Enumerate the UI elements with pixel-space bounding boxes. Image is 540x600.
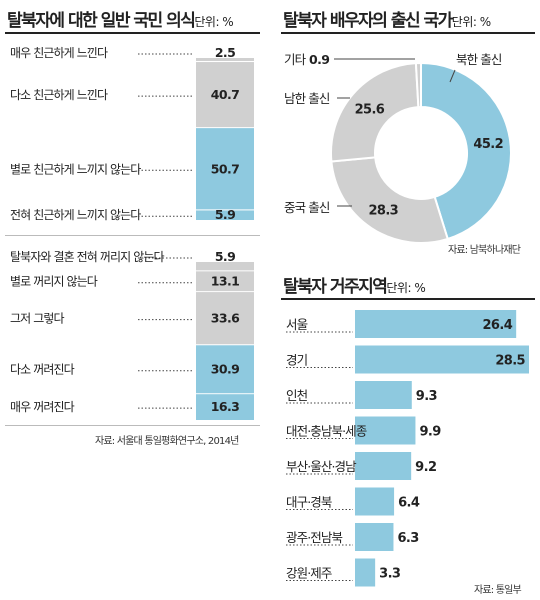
marriage-value-label: 30.9 [211, 362, 239, 377]
marriage-value-label: 13.1 [211, 274, 239, 289]
attitude-category-label: 다소 친근하게 느낀다 [10, 88, 108, 102]
source-note-pie: 자료: 남북하나재단 [448, 245, 521, 256]
region-value-label: 9.3 [416, 389, 438, 404]
left-bottom-rule [5, 425, 260, 426]
region-category-label: 대전·충남북·세종 [286, 424, 367, 439]
region-value-label: 6.3 [397, 531, 419, 546]
region-value-label: 3.3 [379, 567, 401, 582]
title-rule-spouse [281, 32, 535, 34]
spouse-leader-line [449, 69, 456, 83]
attitude-value-label: 40.7 [211, 87, 239, 102]
region-value-label: 9.2 [415, 460, 436, 475]
region-value-label: 9.9 [419, 425, 441, 440]
region-value-label: 6.4 [398, 496, 420, 511]
spouse-slice-value: 0.9 [309, 52, 329, 67]
spouse-donut-slice [414, 61, 422, 109]
unit-label-attitude: 단위: % [194, 15, 234, 29]
spouse-category-label: 북한 출신 [456, 52, 502, 67]
section-divider [5, 235, 260, 236]
region-bar [355, 452, 412, 480]
attitude-segment [196, 62, 254, 129]
chart-title-attitude: 탈북자에 대한 일반 국민 의식단위: % [7, 11, 234, 31]
chart-title-region: 탈북자 거주지역단위: % [283, 277, 426, 297]
marriage-value-label: 16.3 [211, 399, 239, 414]
marriage-segment [196, 271, 254, 293]
spouse-slice-value: 25.6 [355, 103, 385, 118]
marriage-category-label: 별로 꺼리지 않는다 [10, 275, 98, 289]
marriage-value-label: 5.9 [215, 249, 235, 264]
region-bar [355, 416, 416, 445]
region-bar [355, 487, 395, 516]
marriage-segment [196, 292, 254, 346]
region-bar [355, 523, 394, 551]
spouse-donut-slice [330, 62, 420, 163]
marriage-segment [196, 262, 254, 272]
marriage-segment [196, 345, 254, 395]
region-category-label: 서울 [286, 317, 308, 332]
spouse-donut-slice [330, 156, 449, 244]
attitude-value-label: 5.9 [215, 207, 235, 222]
spouse-donut-slice [420, 61, 512, 241]
region-category-label: 대구·경북 [286, 495, 332, 510]
marriage-category-label: 다소 꺼려진다 [10, 363, 75, 377]
attitude-segment [196, 210, 254, 220]
spouse-slice-value: 28.3 [368, 204, 398, 219]
marriage-category-label: 그저 그렇다 [10, 311, 64, 326]
marriage-category-label: 탈북자와 결혼 전혀 꺼리지 않는다 [10, 250, 164, 264]
region-bar [355, 381, 412, 409]
source-note-left: 자료: 서울대 통일평화연구소, 2014년 [95, 436, 239, 447]
marriage-segment [196, 394, 254, 420]
spouse-category-label: 남한 출신 [284, 91, 330, 106]
marriage-value-label: 33.6 [211, 311, 240, 326]
region-category-label: 경기 [286, 353, 307, 368]
unit-label-spouse: 단위: % [451, 15, 491, 29]
region-value-label: 28.5 [495, 354, 525, 369]
region-category-label: 인천 [286, 388, 308, 403]
source-note-region: 자료: 통일부 [474, 585, 522, 596]
region-category-label: 강원·제주 [286, 566, 332, 581]
region-bar [355, 345, 529, 374]
attitude-segment [196, 128, 254, 211]
region-value-label: 26.4 [482, 318, 512, 333]
attitude-category-label: 별로 친근하게 느끼지 않는다 [10, 162, 141, 176]
attitude-segment [196, 58, 254, 63]
region-category-label: 광주·전남북 [286, 530, 342, 545]
spouse-slice-value: 45.2 [473, 137, 503, 152]
attitude-value-label: 2.5 [215, 45, 235, 60]
attitude-category-label: 전혀 친근하게 느끼지 않는다 [10, 208, 141, 222]
attitude-value-label: 50.7 [211, 161, 239, 176]
unit-label-region: 단위: % [386, 281, 426, 295]
spouse-category-label: 중국 출신 [284, 200, 330, 215]
region-bar [355, 310, 517, 338]
region-category-label: 부산·울산·경남 [286, 459, 357, 474]
spouse-category-label: 기타 [284, 52, 307, 67]
attitude-category-label: 매우 친근하게 느낀다 [10, 46, 108, 60]
region-bar [355, 558, 376, 587]
marriage-category-label: 매우 꺼려진다 [10, 400, 75, 414]
title-rule-attitude [5, 32, 260, 34]
title-rule-region [281, 298, 535, 300]
chart-title-spouse: 탈북자 배우자의 출신 국가단위: % [283, 11, 491, 31]
